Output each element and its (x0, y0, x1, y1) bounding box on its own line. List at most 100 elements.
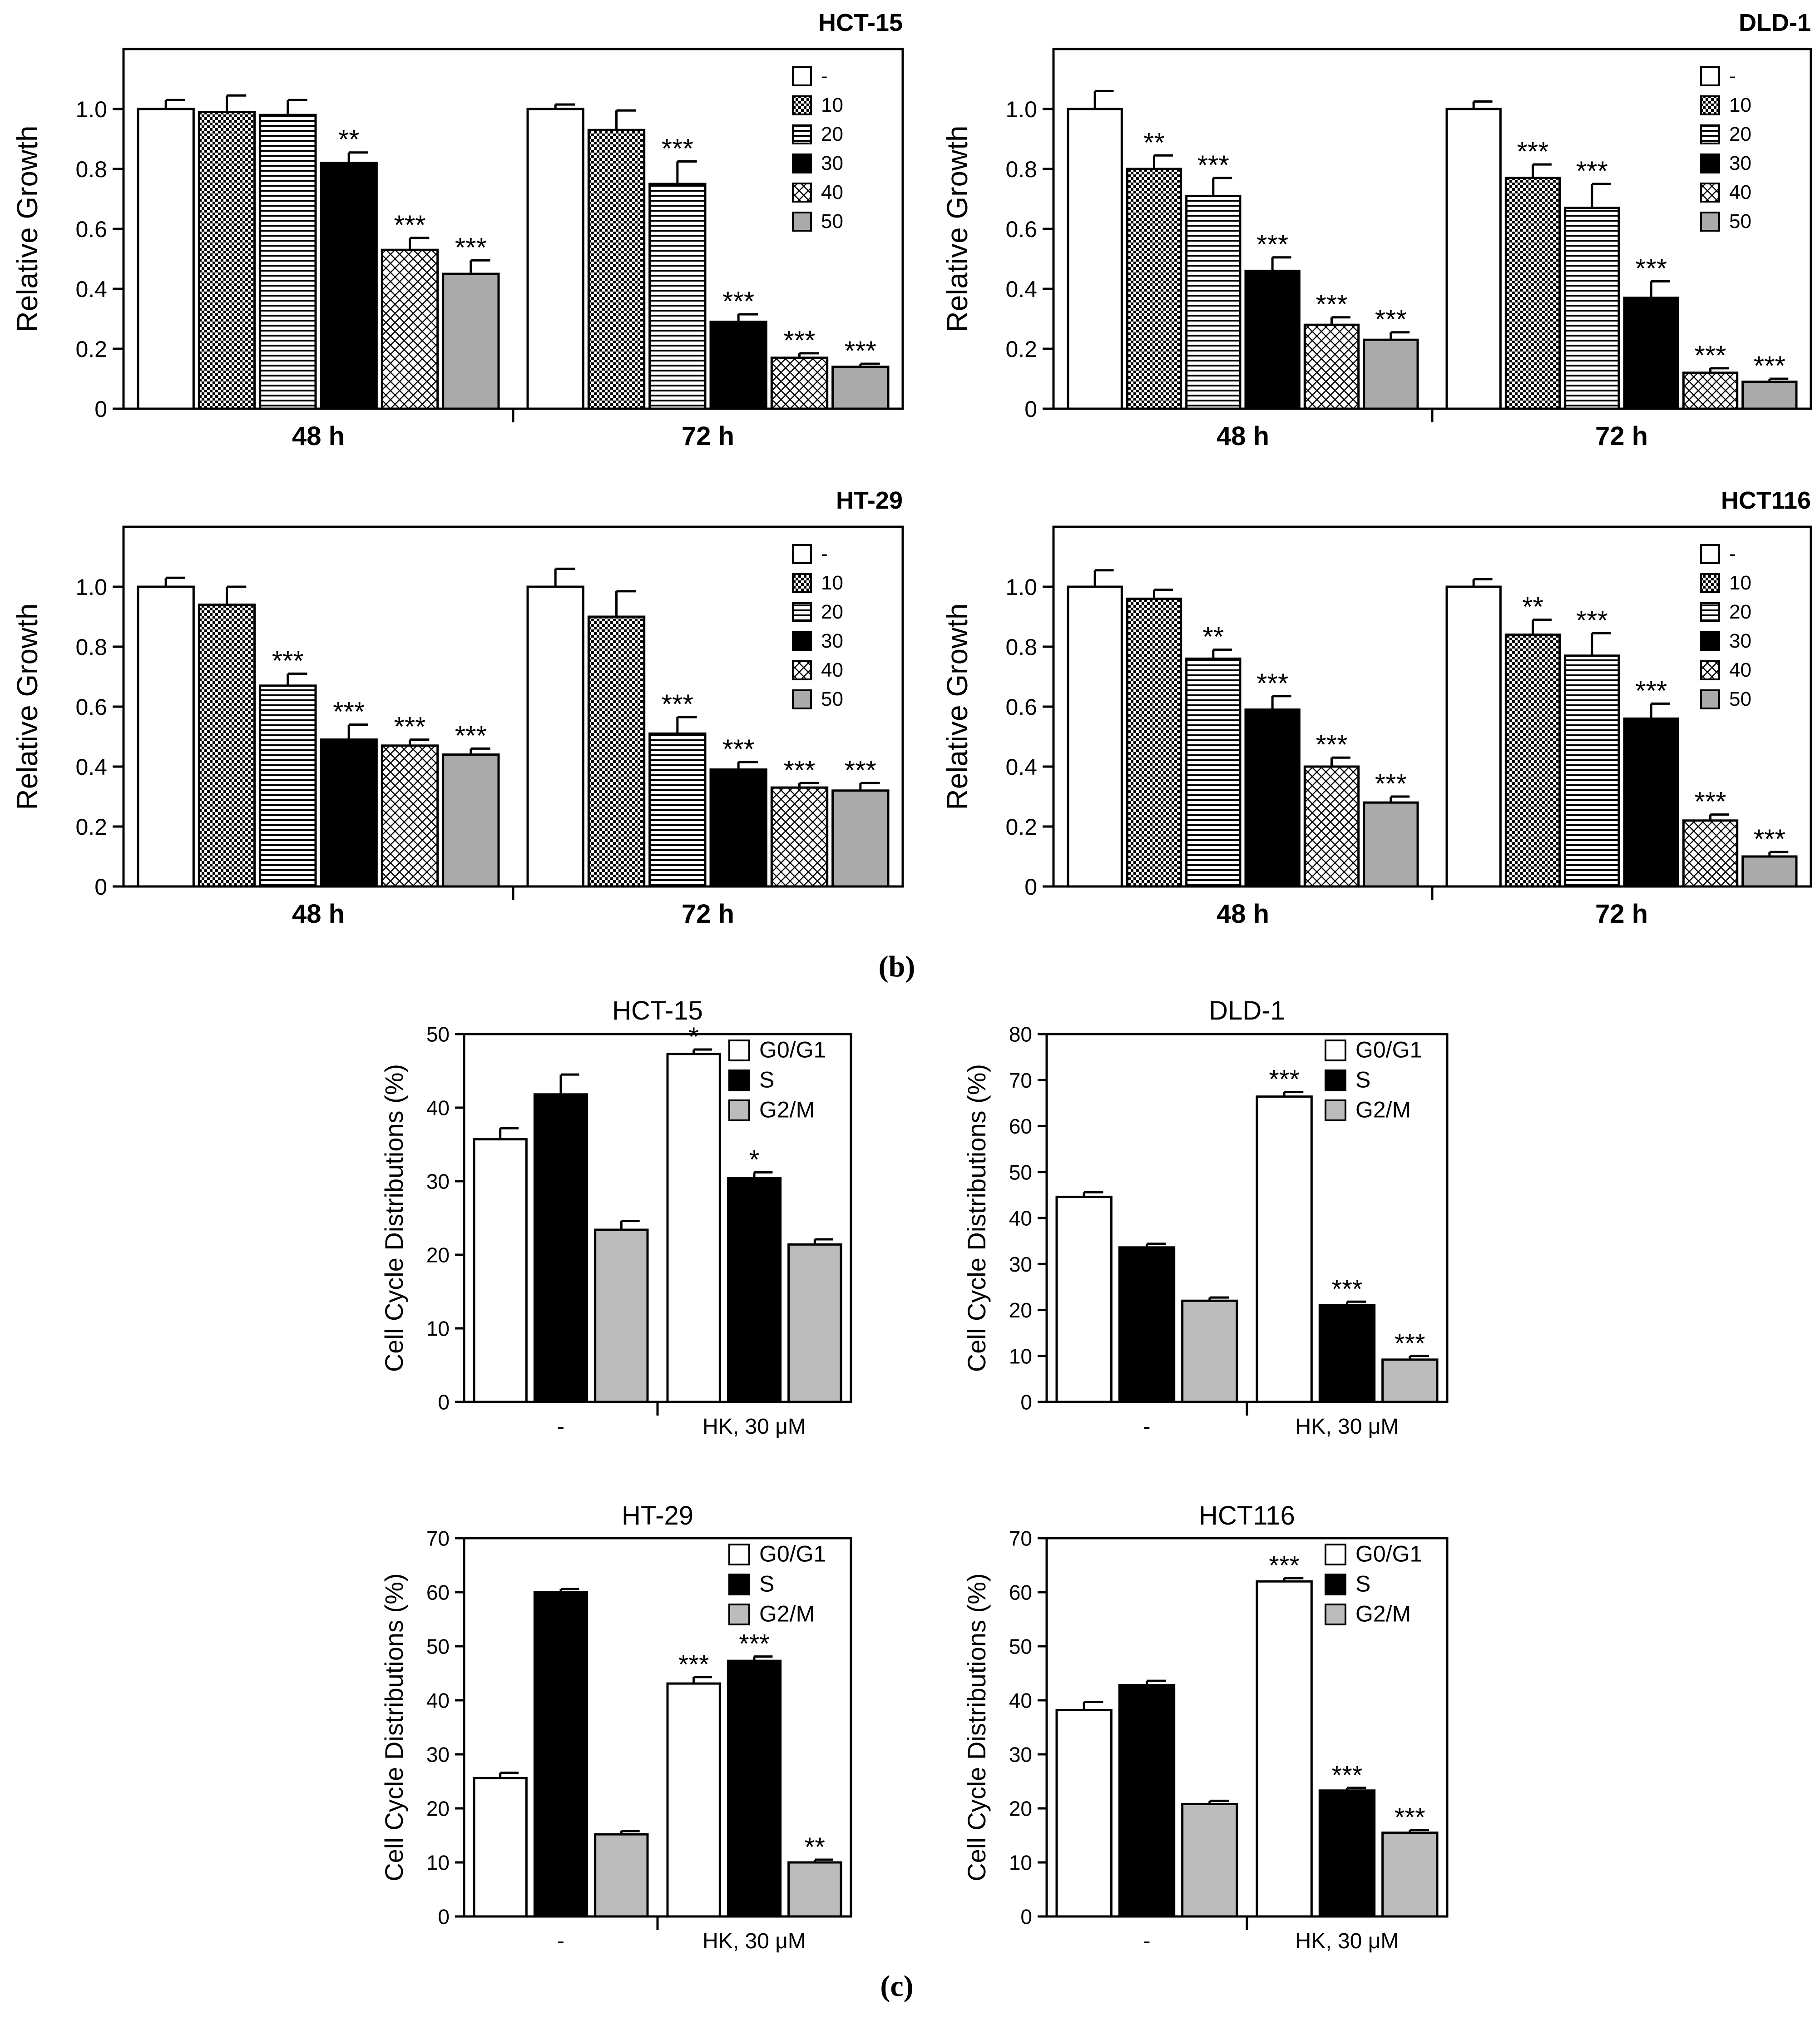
bar-20 (1564, 654, 1620, 888)
y-tick-label: 1.0 (1005, 97, 1037, 122)
significance-label: *** (272, 645, 304, 676)
legend-label: S (759, 1571, 774, 1596)
bar-G0/G1 (1055, 1195, 1113, 1403)
significance-label: ** (1143, 127, 1165, 158)
bar-- (1067, 585, 1123, 888)
legend-label: 50 (1729, 210, 1751, 233)
significance-label: *** (845, 336, 876, 366)
y-tick-label: 30 (426, 1170, 450, 1193)
chart-c3: HT-29 0 10 20 30 40 50 60 70 Cell Cycle Distribut… (380, 1501, 852, 1953)
y-tick-label: 40 (1009, 1689, 1032, 1713)
chart-title: HCT-15 (818, 9, 903, 36)
bar-50 (831, 789, 890, 888)
y-axis-label: Cell Cycle Distributions (%) (380, 1573, 408, 1881)
legend-label: 40 (821, 181, 843, 203)
significance-label: * (749, 1145, 760, 1175)
significance-label: *** (1576, 605, 1608, 635)
bar-30 (1244, 269, 1301, 410)
significance-label: *** (1375, 304, 1407, 335)
bar-G0/G1 (473, 1138, 528, 1403)
legend-label: 10 (1729, 94, 1751, 116)
bar-10 (587, 615, 646, 888)
bar-- (1067, 108, 1123, 410)
legend-swatch (728, 1604, 750, 1625)
significance-label: * (688, 1022, 699, 1052)
bar-G2/M (1381, 1358, 1439, 1403)
legend-label: 30 (821, 630, 843, 652)
chart-title: DLD-1 (1209, 996, 1285, 1025)
x-group-label: 72 h (682, 421, 734, 451)
legend-label: 10 (821, 572, 843, 594)
bar-40 (1303, 323, 1360, 410)
y-tick-label: 70 (1009, 1069, 1032, 1092)
x-group-label: HK, 30 μM (1296, 1929, 1399, 1953)
significance-label: ** (1202, 622, 1224, 652)
chart-title: HCT-15 (612, 996, 703, 1025)
y-tick-label: 70 (1009, 1527, 1032, 1550)
significance-label: *** (1754, 351, 1785, 381)
legend-swatch (1325, 1069, 1346, 1091)
bar-- (1445, 108, 1502, 410)
legend-swatch (1700, 689, 1720, 709)
legend-label: 40 (1729, 181, 1751, 203)
chart-c2: DLD-1 0 10 20 30 40 50 60 70 80 Cell Cycle Distrib… (962, 996, 1449, 1439)
y-tick-label: 70 (426, 1527, 450, 1550)
chart-b3: HT-29 0 0.2 0.4 0.6 0.8 1.0 Relative Growth 48 h… (11, 487, 904, 929)
legend-swatch (792, 183, 812, 203)
y-tick-label: 40 (426, 1689, 450, 1713)
bar-20 (648, 732, 707, 888)
x-group-label: HK, 30 μM (1296, 1415, 1399, 1439)
significance-label: *** (1375, 768, 1407, 799)
bar-50 (1741, 855, 1798, 888)
legend-label: 50 (821, 688, 843, 710)
legend-label: 20 (821, 601, 843, 623)
legend-label: 30 (821, 152, 843, 174)
y-axis-label: Relative Growth (11, 125, 44, 332)
bar-20 (259, 114, 317, 410)
bar-- (137, 108, 195, 410)
bar-30 (1244, 708, 1301, 888)
legend-swatch (1325, 1099, 1346, 1121)
legend-swatch (1700, 660, 1720, 680)
x-group-label: - (557, 1929, 564, 1953)
y-axis-label: Cell Cycle Distributions (%) (962, 1064, 991, 1372)
legend-swatch (792, 153, 812, 173)
bar-S (533, 1591, 589, 1918)
bar-G2/M (1181, 1802, 1238, 1918)
significance-label: *** (1316, 729, 1347, 760)
y-tick-label: 0.2 (1005, 814, 1037, 840)
legend-swatch (1325, 1040, 1346, 1061)
bar-50 (831, 366, 890, 410)
legend-swatch (1700, 153, 1720, 173)
y-tick-label: 0.2 (75, 814, 107, 840)
y-tick-label: 0.2 (75, 337, 107, 362)
bar-50 (442, 272, 500, 410)
x-group-label: HK, 30 μM (702, 1929, 806, 1953)
chart-b2: DLD-1 0 0.2 0.4 0.6 0.8 1.0 Relative Growth 48 h… (941, 9, 1812, 451)
significance-label: ** (805, 1832, 825, 1862)
x-group-label: 72 h (1595, 899, 1648, 929)
legend-label: 20 (1729, 123, 1751, 145)
bar-S (727, 1659, 782, 1918)
legend-swatch (1700, 124, 1720, 144)
chart-title: DLD-1 (1739, 9, 1811, 36)
significance-label: *** (662, 689, 693, 719)
bar-10 (1126, 168, 1182, 410)
x-group-label: 72 h (1595, 421, 1648, 451)
bar-20 (259, 684, 317, 888)
y-tick-label: 40 (426, 1096, 450, 1120)
y-tick-label: 0.8 (1005, 157, 1037, 182)
legend-swatch (792, 95, 812, 115)
legend-label: G2/M (759, 1097, 815, 1122)
legend-label: 50 (1729, 688, 1751, 710)
significance-label: *** (1332, 1274, 1363, 1304)
legend-swatch (1700, 66, 1720, 86)
bar-50 (1363, 801, 1419, 888)
y-tick-label: 0.6 (75, 694, 107, 720)
y-tick-label: 0.8 (75, 634, 107, 660)
significance-label: *** (394, 712, 425, 742)
bar-20 (648, 183, 707, 410)
legend-label: - (1729, 543, 1736, 565)
bar-10 (198, 111, 256, 410)
